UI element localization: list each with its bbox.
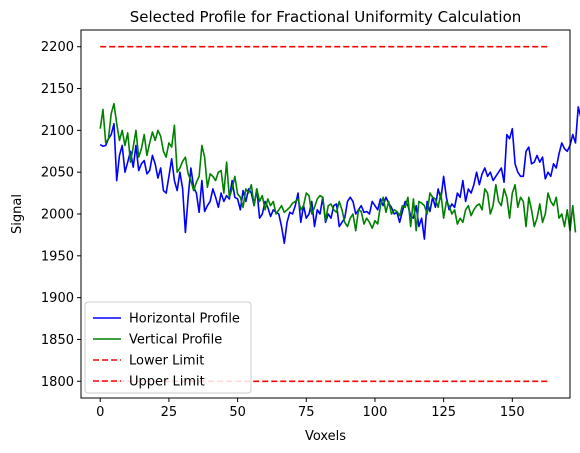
x-axis-label: Voxels (305, 429, 346, 444)
legend-label: Lower Limit (129, 354, 204, 369)
x-tick-label: 150 (500, 405, 525, 420)
series-line-vertical-profile (99, 102, 577, 233)
legend-label: Upper Limit (129, 375, 205, 390)
x-tick-label: 0 (96, 405, 104, 420)
y-tick-label: 2100 (41, 124, 74, 139)
y-axis-ticks: 1800 1850 1900 1950 2000 2050 2100 2150 2200 (41, 40, 81, 390)
legend-label: Vertical Profile (129, 333, 222, 348)
y-tick-label: 2000 (41, 208, 74, 223)
y-tick-label: 1800 (41, 375, 74, 390)
y-tick-label: 2050 (41, 166, 74, 181)
x-tick-label: 50 (229, 405, 246, 420)
x-tick-label: 100 (363, 405, 388, 420)
x-tick-label: 125 (431, 405, 456, 420)
x-axis-ticks: 0 25 50 75 100 125 150 (96, 398, 525, 420)
y-tick-label: 2150 (41, 82, 74, 97)
legend-label: Horizontal Profile (129, 312, 240, 327)
y-tick-label: 1900 (41, 291, 74, 306)
legend-box (84, 301, 252, 394)
x-tick-label: 75 (298, 405, 315, 420)
x-tick-label: 25 (161, 405, 178, 420)
series-line-horizontal-profile (99, 106, 580, 245)
chart-title: Selected Profile for Fractional Uniformi… (130, 8, 522, 26)
legend: Horizontal Profile Vertical Profile Lower … (84, 301, 252, 394)
y-axis-label: Signal (10, 194, 25, 234)
y-tick-label: 1950 (41, 249, 74, 264)
y-tick-label: 2200 (41, 40, 74, 55)
y-tick-label: 1850 (41, 333, 74, 348)
